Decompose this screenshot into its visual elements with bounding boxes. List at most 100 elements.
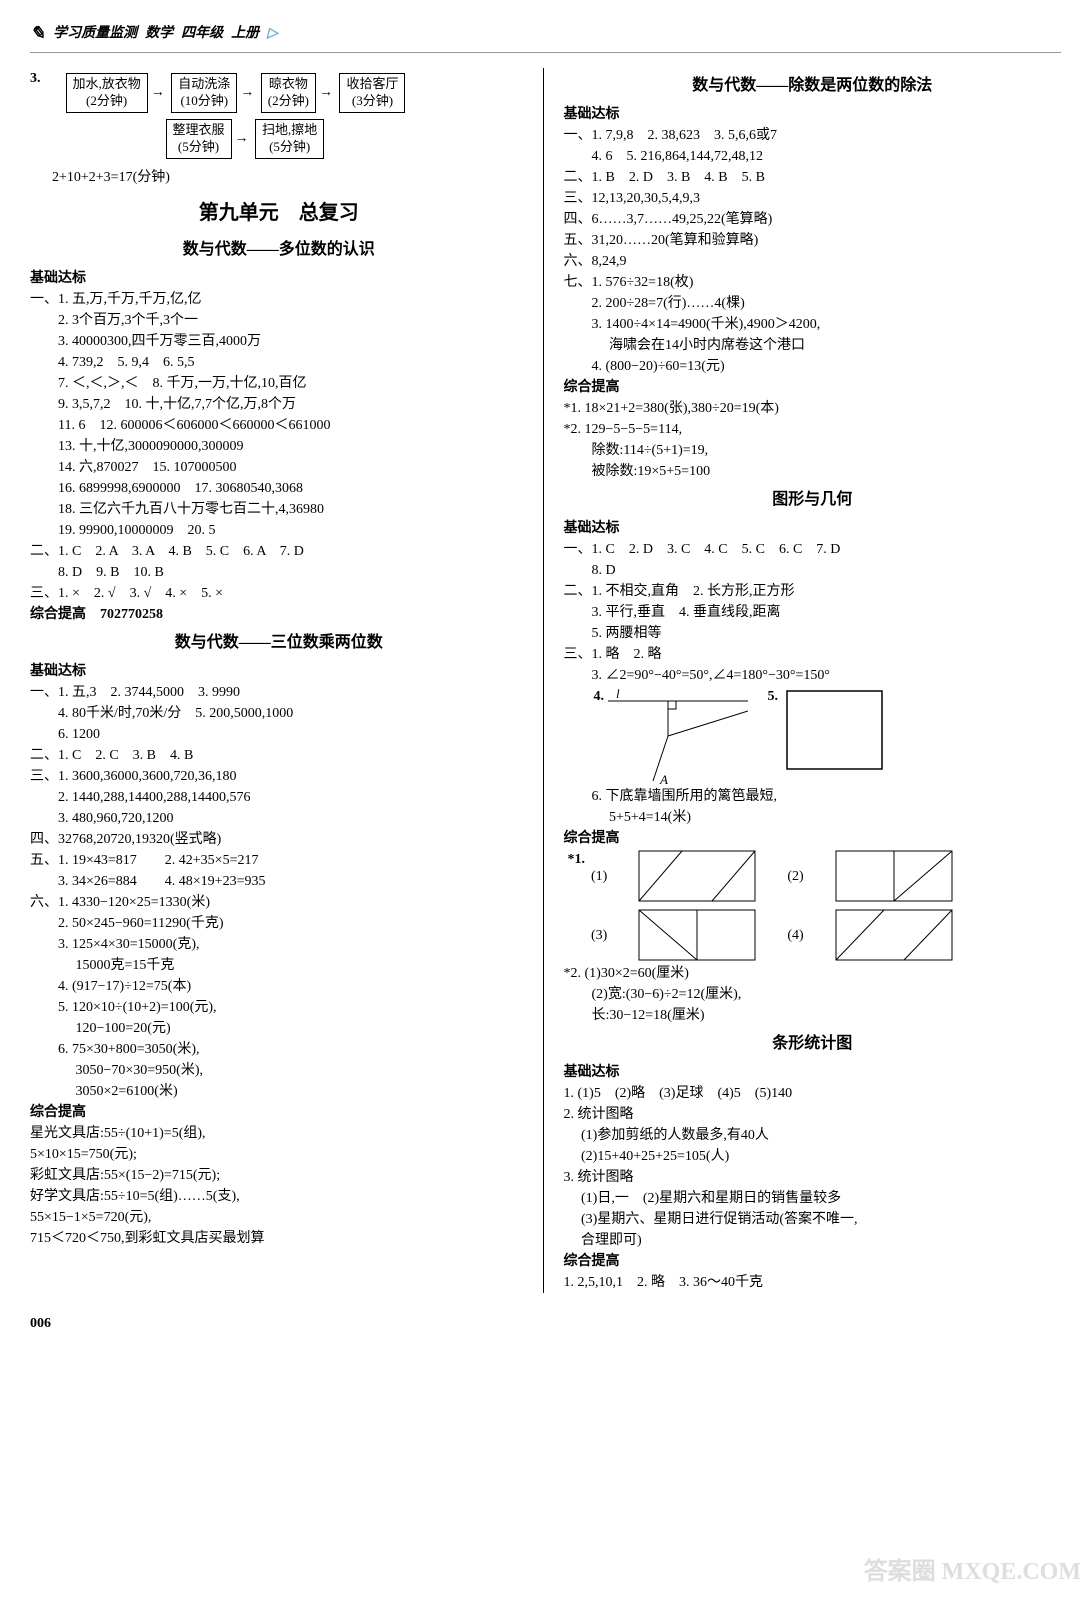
text-line: 五、1. 19×43=817 2. 42+35×5=217 xyxy=(30,850,528,871)
text-line: 合理即可) xyxy=(564,1230,1062,1251)
text-line: 综合提高 702770258 xyxy=(30,604,528,625)
text-line: 8. D xyxy=(564,560,1062,581)
watermark: 答案圈 MXQE.COM xyxy=(864,1554,1081,1590)
text-line: 星光文具店:55÷(10+1)=5(组), xyxy=(30,1123,528,1144)
text-line: 3. 125×4×30=15000(克), xyxy=(30,934,528,955)
text-line: 19. 99900,10000009 20. 5 xyxy=(30,520,528,541)
text-line: *1. 18×21+2=380(张),380÷20=19(本) xyxy=(564,398,1062,419)
text-line: 2. 3个百万,3个千,3个一 xyxy=(30,310,528,331)
hdr-4: 上册 xyxy=(231,23,259,44)
text-line: 五、31,20……20(笔算和验算略) xyxy=(564,230,1062,251)
text-line: (2)15+40+25+25=105(人) xyxy=(564,1146,1062,1167)
q3-calc: 2+10+2+3=17(分钟) xyxy=(52,167,528,188)
text-line: 一、1. 五,万,千万,千万,亿,亿 xyxy=(30,289,528,310)
text-line: 综合提高 xyxy=(564,1251,1062,1272)
text-line: 三、1. × 2. √ 3. √ 4. × 5. × xyxy=(30,583,528,604)
text-line: 6. 75×30+800=3050(米), xyxy=(30,1039,528,1060)
text-line: 14. 六,870027 15. 107000500 xyxy=(30,457,528,478)
text-line: 三、1. 3600,36000,3600,720,36,180 xyxy=(30,766,528,787)
text-line: 2. 1440,288,14400,288,14400,576 xyxy=(30,787,528,808)
text-line: 18. 三亿六千九百八十万零七百二十,4,36980 xyxy=(30,499,528,520)
unit-title: 第九单元 总复习 xyxy=(30,198,528,228)
text-line: 综合提高 xyxy=(564,377,1062,398)
r-s1-title: 数与代数——除数是两位数的除法 xyxy=(564,74,1062,98)
text-line: 基础达标 xyxy=(30,661,528,682)
text-line: (2)宽:(30−6)÷2=12(厘米), xyxy=(564,984,1062,1005)
text-line: *2. 129−5−5−5=114, xyxy=(564,419,1062,440)
text-line: 6. 1200 xyxy=(30,724,528,745)
text-line: 4. (800−20)÷60=13(元) xyxy=(564,356,1062,377)
text-line: 四、32768,20720,19320(竖式略) xyxy=(30,829,528,850)
text-line: 2. 50×245−960=11290(千克) xyxy=(30,913,528,934)
text-line: 8. D 9. B 10. B xyxy=(30,562,528,583)
text-line: 5. 两腰相等 xyxy=(564,623,1062,644)
text-line: 15000克=15千克 xyxy=(30,955,528,976)
geometry-figures: 4. l A 5. xyxy=(594,686,1062,786)
text-line: 4. (917−17)÷12=75(本) xyxy=(30,976,528,997)
text-line: 3. 480,960,720,1200 xyxy=(30,808,528,829)
text-line: 4. 80千米/时,70米/分 5. 200,5000,1000 xyxy=(30,703,528,724)
text-line: 6. 下底靠墙围所用的篱笆最短, xyxy=(564,786,1062,807)
text-line: 综合提高 xyxy=(30,1102,528,1123)
text-line: 3. 34×26=884 4. 48×19+23=935 xyxy=(30,871,528,892)
text-line: 好学文具店:55÷10=5(组)……5(支), xyxy=(30,1186,528,1207)
text-line: 16. 6899998,6900000 17. 30680540,3068 xyxy=(30,478,528,499)
text-line: 2. 统计图略 xyxy=(564,1104,1062,1125)
text-line: 一、1. 五,3 2. 3744,5000 3. 9990 xyxy=(30,682,528,703)
r-s3-title: 条形统计图 xyxy=(564,1032,1062,1056)
text-line: (1)参加剪纸的人数最多,有40人 xyxy=(564,1125,1062,1146)
text-line: *2. (1)30×2=60(厘米) xyxy=(564,963,1062,984)
text-line: 六、8,24,9 xyxy=(564,251,1062,272)
text-line: 5+5+4=14(米) xyxy=(564,807,1062,828)
text-line: 三、1. 略 2. 略 xyxy=(564,644,1062,665)
text-line: 7. ＜,＜,＞,＜ 8. 千万,一万,十亿,10,百亿 xyxy=(30,373,528,394)
text-line: 11. 6 12. 600006＜606000＜660000＜661000 xyxy=(30,415,528,436)
text-line: 彩虹文具店:55×(15−2)=715(元); xyxy=(30,1165,528,1186)
hdr-3: 四年级 xyxy=(181,23,223,44)
text-line: 一、1. C 2. D 3. C 4. C 5. C 6. C 7. D xyxy=(564,539,1062,560)
hdr-2: 数学 xyxy=(145,23,173,44)
text-line: 2. 200÷28=7(行)……4(棵) xyxy=(564,293,1062,314)
label-l: l xyxy=(616,686,620,701)
text-line: 3. 统计图略 xyxy=(564,1167,1062,1188)
text-line: (3)星期六、星期日进行促销活动(答案不唯一, xyxy=(564,1209,1062,1230)
text-line: 基础达标 xyxy=(564,104,1062,125)
text-line: 9. 3,5,7,2 10. 十,十亿,7,7个亿,万,8个万 xyxy=(30,394,528,415)
text-line: 二、1. C 2. C 3. B 4. B xyxy=(30,745,528,766)
text-line: 715＜720＜750,到彩虹文具店买最划算 xyxy=(30,1228,528,1249)
text-line: 13. 十,十亿,3000090000,300009 xyxy=(30,436,528,457)
text-line: (1)日,一 (2)星期六和星期日的销售量较多 xyxy=(564,1188,1062,1209)
text-line: 4. 739,2 5. 9,4 6. 5,5 xyxy=(30,352,528,373)
text-line: 55×15−1×5=720(元), xyxy=(30,1207,528,1228)
text-line: 3050−70×30=950(米), xyxy=(30,1060,528,1081)
text-line: 3050×2=6100(米) xyxy=(30,1081,528,1102)
page-number: 006 xyxy=(30,1313,1061,1334)
r-s2-title: 图形与几何 xyxy=(564,488,1062,512)
text-line: 基础达标 xyxy=(564,518,1062,539)
text-line: 1. (1)5 (2)略 (3)足球 (4)5 (5)140 xyxy=(564,1083,1062,1104)
text-line: 七、1. 576÷32=18(枚) xyxy=(564,272,1062,293)
text-line: 二、1. B 2. D 3. B 4. B 5. B xyxy=(564,167,1062,188)
text-line: 长:30−12=18(厘米) xyxy=(564,1005,1062,1026)
text-line: 被除数:19×5+5=100 xyxy=(564,461,1062,482)
text-line: 基础达标 xyxy=(30,268,528,289)
flowchart: 加水,放衣物(2分钟)→ 自动洗涤(10分钟)→ 晾衣物(2分钟)→ 收拾客厅(… xyxy=(66,73,406,159)
text-line: 三、12,13,20,30,5,4,9,3 xyxy=(564,188,1062,209)
text-line: 二、1. 不相交,直角 2. 长方形,正方形 xyxy=(564,581,1062,602)
text-line: 120−100=20(元) xyxy=(30,1018,528,1039)
text-line: 四、6……3,7……49,25,22(笔算略) xyxy=(564,209,1062,230)
parallelogram-grid: *1. (1) (2) (3) (4) xyxy=(568,849,1062,963)
text-line: 六、1. 4330−120×25=1330(米) xyxy=(30,892,528,913)
label-A: A xyxy=(659,772,668,786)
text-line: 基础达标 xyxy=(564,1062,1062,1083)
q3-label: 3. xyxy=(30,68,41,167)
hdr-1: 学习质量监测 xyxy=(53,23,137,44)
text-line: 综合提高 xyxy=(564,828,1062,849)
text-line: 3. 1400÷4×14=4900(千米),4900＞4200, xyxy=(564,314,1062,335)
text-line: 5. 120×10÷(10+2)=100(元), xyxy=(30,997,528,1018)
page-header: ✎ 学习质量监测 数学 四年级 上册 ▷ xyxy=(30,20,1061,53)
l-s1-title: 数与代数——多位数的认识 xyxy=(30,238,528,262)
text-line: 二、1. C 2. A 3. A 4. B 5. C 6. A 7. D xyxy=(30,541,528,562)
text-line: 一、1. 7,9,8 2. 38,623 3. 5,6,6或7 xyxy=(564,125,1062,146)
text-line: 3. 平行,垂直 4. 垂直线段,距离 xyxy=(564,602,1062,623)
